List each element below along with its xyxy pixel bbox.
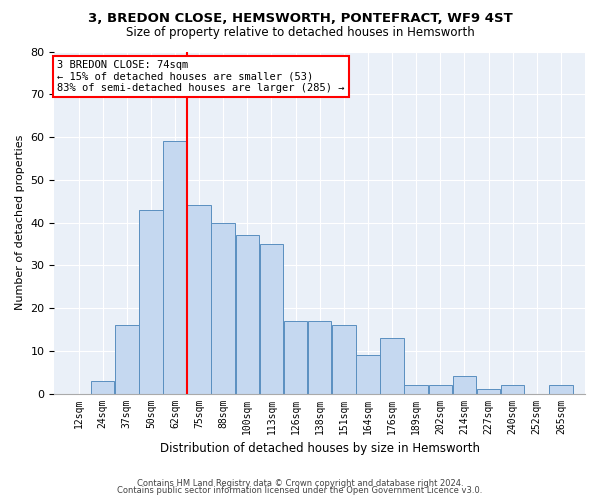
Text: Size of property relative to detached houses in Hemsworth: Size of property relative to detached ho… xyxy=(125,26,475,39)
X-axis label: Distribution of detached houses by size in Hemsworth: Distribution of detached houses by size … xyxy=(160,442,480,455)
Bar xyxy=(452,376,476,394)
Bar xyxy=(284,321,307,394)
Bar xyxy=(187,206,211,394)
Bar xyxy=(332,325,356,394)
Text: 3 BREDON CLOSE: 74sqm
← 15% of detached houses are smaller (53)
83% of semi-deta: 3 BREDON CLOSE: 74sqm ← 15% of detached … xyxy=(57,60,344,94)
Text: 3, BREDON CLOSE, HEMSWORTH, PONTEFRACT, WF9 4ST: 3, BREDON CLOSE, HEMSWORTH, PONTEFRACT, … xyxy=(88,12,512,26)
Bar xyxy=(549,385,572,394)
Bar xyxy=(404,385,428,394)
Bar xyxy=(163,142,187,394)
Bar xyxy=(308,321,331,394)
Text: Contains HM Land Registry data © Crown copyright and database right 2024.: Contains HM Land Registry data © Crown c… xyxy=(137,478,463,488)
Bar xyxy=(115,325,139,394)
Bar xyxy=(477,390,500,394)
Bar xyxy=(501,385,524,394)
Bar xyxy=(428,385,452,394)
Bar xyxy=(236,236,259,394)
Y-axis label: Number of detached properties: Number of detached properties xyxy=(15,135,25,310)
Bar xyxy=(356,355,380,394)
Bar xyxy=(211,222,235,394)
Bar xyxy=(91,380,115,394)
Bar xyxy=(380,338,404,394)
Text: Contains public sector information licensed under the Open Government Licence v3: Contains public sector information licen… xyxy=(118,486,482,495)
Bar xyxy=(139,210,163,394)
Bar xyxy=(260,244,283,394)
